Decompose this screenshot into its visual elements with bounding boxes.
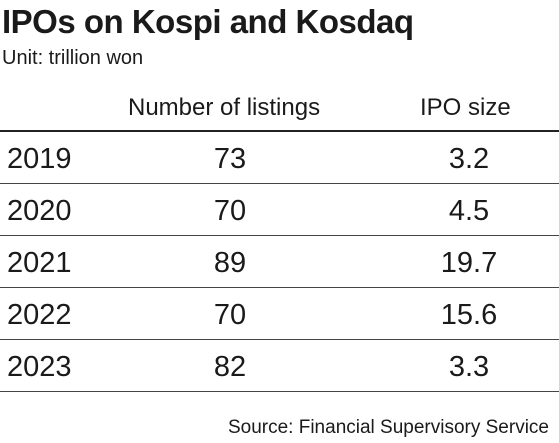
cell-listings: 70 <box>213 195 247 227</box>
cell-year: 2022 <box>7 299 72 331</box>
unit-label: Unit: trillion won <box>2 47 144 69</box>
table-row: 2021 89 19.7 <box>0 236 559 288</box>
cell-ipo-size: 3.2 <box>448 143 490 175</box>
table-row: 2023 82 3.3 <box>0 340 559 392</box>
table-body: 2019 73 3.2 2020 70 4.5 2021 89 19.7 2022 70 15.6 20… <box>0 132 559 392</box>
cell-listings: 70 <box>213 299 247 331</box>
table-header: Number of listings IPO size <box>0 84 559 132</box>
cell-year: 2023 <box>7 351 72 383</box>
source-note: Source: Financial Supervisory Service <box>227 417 549 438</box>
chart-title: IPOs on Kospi and Kosdaq <box>2 3 414 40</box>
cell-year: 2019 <box>7 143 72 175</box>
data-table: Number of listings IPO size 2019 73 3.2 202… <box>0 84 559 392</box>
cell-ipo-size: 4.5 <box>448 195 490 227</box>
cell-listings: 82 <box>213 351 247 383</box>
cell-ipo-size: 19.7 <box>440 247 498 279</box>
cell-listings: 73 <box>213 143 247 175</box>
header-ipo-size: IPO size <box>420 94 511 121</box>
header-number-of-listings: Number of listings <box>128 94 321 121</box>
table-row: 2020 70 4.5 <box>0 184 559 236</box>
cell-listings: 89 <box>213 247 247 279</box>
cell-year: 2021 <box>7 247 72 279</box>
cell-ipo-size: 3.3 <box>448 351 490 383</box>
cell-ipo-size: 15.6 <box>440 299 498 331</box>
table-row: 2022 70 15.6 <box>0 288 559 340</box>
table-row: 2019 73 3.2 <box>0 132 559 184</box>
cell-year: 2020 <box>7 195 72 227</box>
